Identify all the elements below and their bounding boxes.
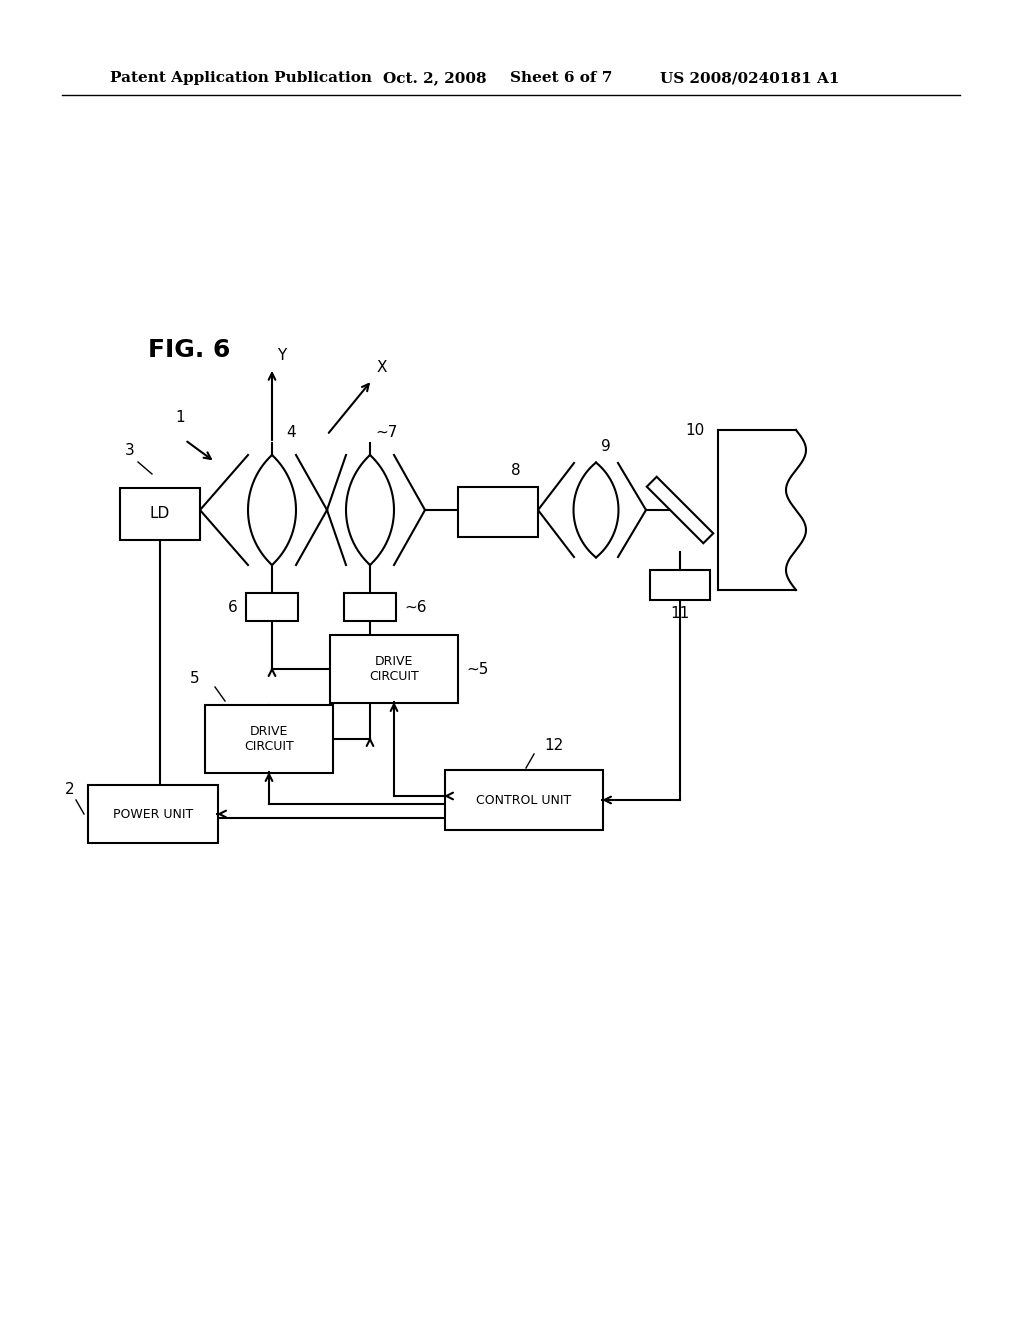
Text: 11: 11 [671,606,689,620]
Ellipse shape [248,455,296,565]
Text: 10: 10 [685,422,705,438]
Text: CONTROL UNIT: CONTROL UNIT [476,793,571,807]
Text: 1: 1 [175,411,184,425]
Text: Sheet 6 of 7: Sheet 6 of 7 [510,71,612,84]
Ellipse shape [346,455,394,565]
Text: 8: 8 [511,463,521,478]
Bar [88,785,218,843]
Text: DRIVE
CIRCUIT: DRIVE CIRCUIT [369,655,419,682]
Text: DRIVE
CIRCUIT: DRIVE CIRCUIT [244,725,294,752]
Text: ~7: ~7 [375,425,397,440]
Bar [330,635,458,704]
Text: Y: Y [278,348,287,363]
Bar [650,570,710,601]
Text: 6: 6 [228,599,238,615]
Text: ~6: ~6 [404,599,427,615]
Text: 5: 5 [190,671,200,686]
Bar [445,770,603,830]
Text: POWER UNIT: POWER UNIT [113,808,194,821]
Ellipse shape [573,462,618,557]
Text: 2: 2 [66,781,75,797]
Text: ~5: ~5 [466,661,488,676]
Bar [246,593,298,620]
Bar [205,705,333,774]
Bar [344,593,396,620]
Text: US 2008/0240181 A1: US 2008/0240181 A1 [660,71,840,84]
Bar [120,488,200,540]
Polygon shape [647,477,714,544]
Bar [458,487,538,537]
Text: Patent Application Publication: Patent Application Publication [110,71,372,84]
Text: 12: 12 [544,738,563,752]
Text: 9: 9 [601,440,610,454]
Text: LD: LD [150,507,170,521]
Text: 4: 4 [286,425,296,440]
Text: Oct. 2, 2008: Oct. 2, 2008 [383,71,486,84]
Text: FIG. 6: FIG. 6 [148,338,230,362]
Text: 3: 3 [125,444,135,458]
Text: X: X [377,360,387,375]
